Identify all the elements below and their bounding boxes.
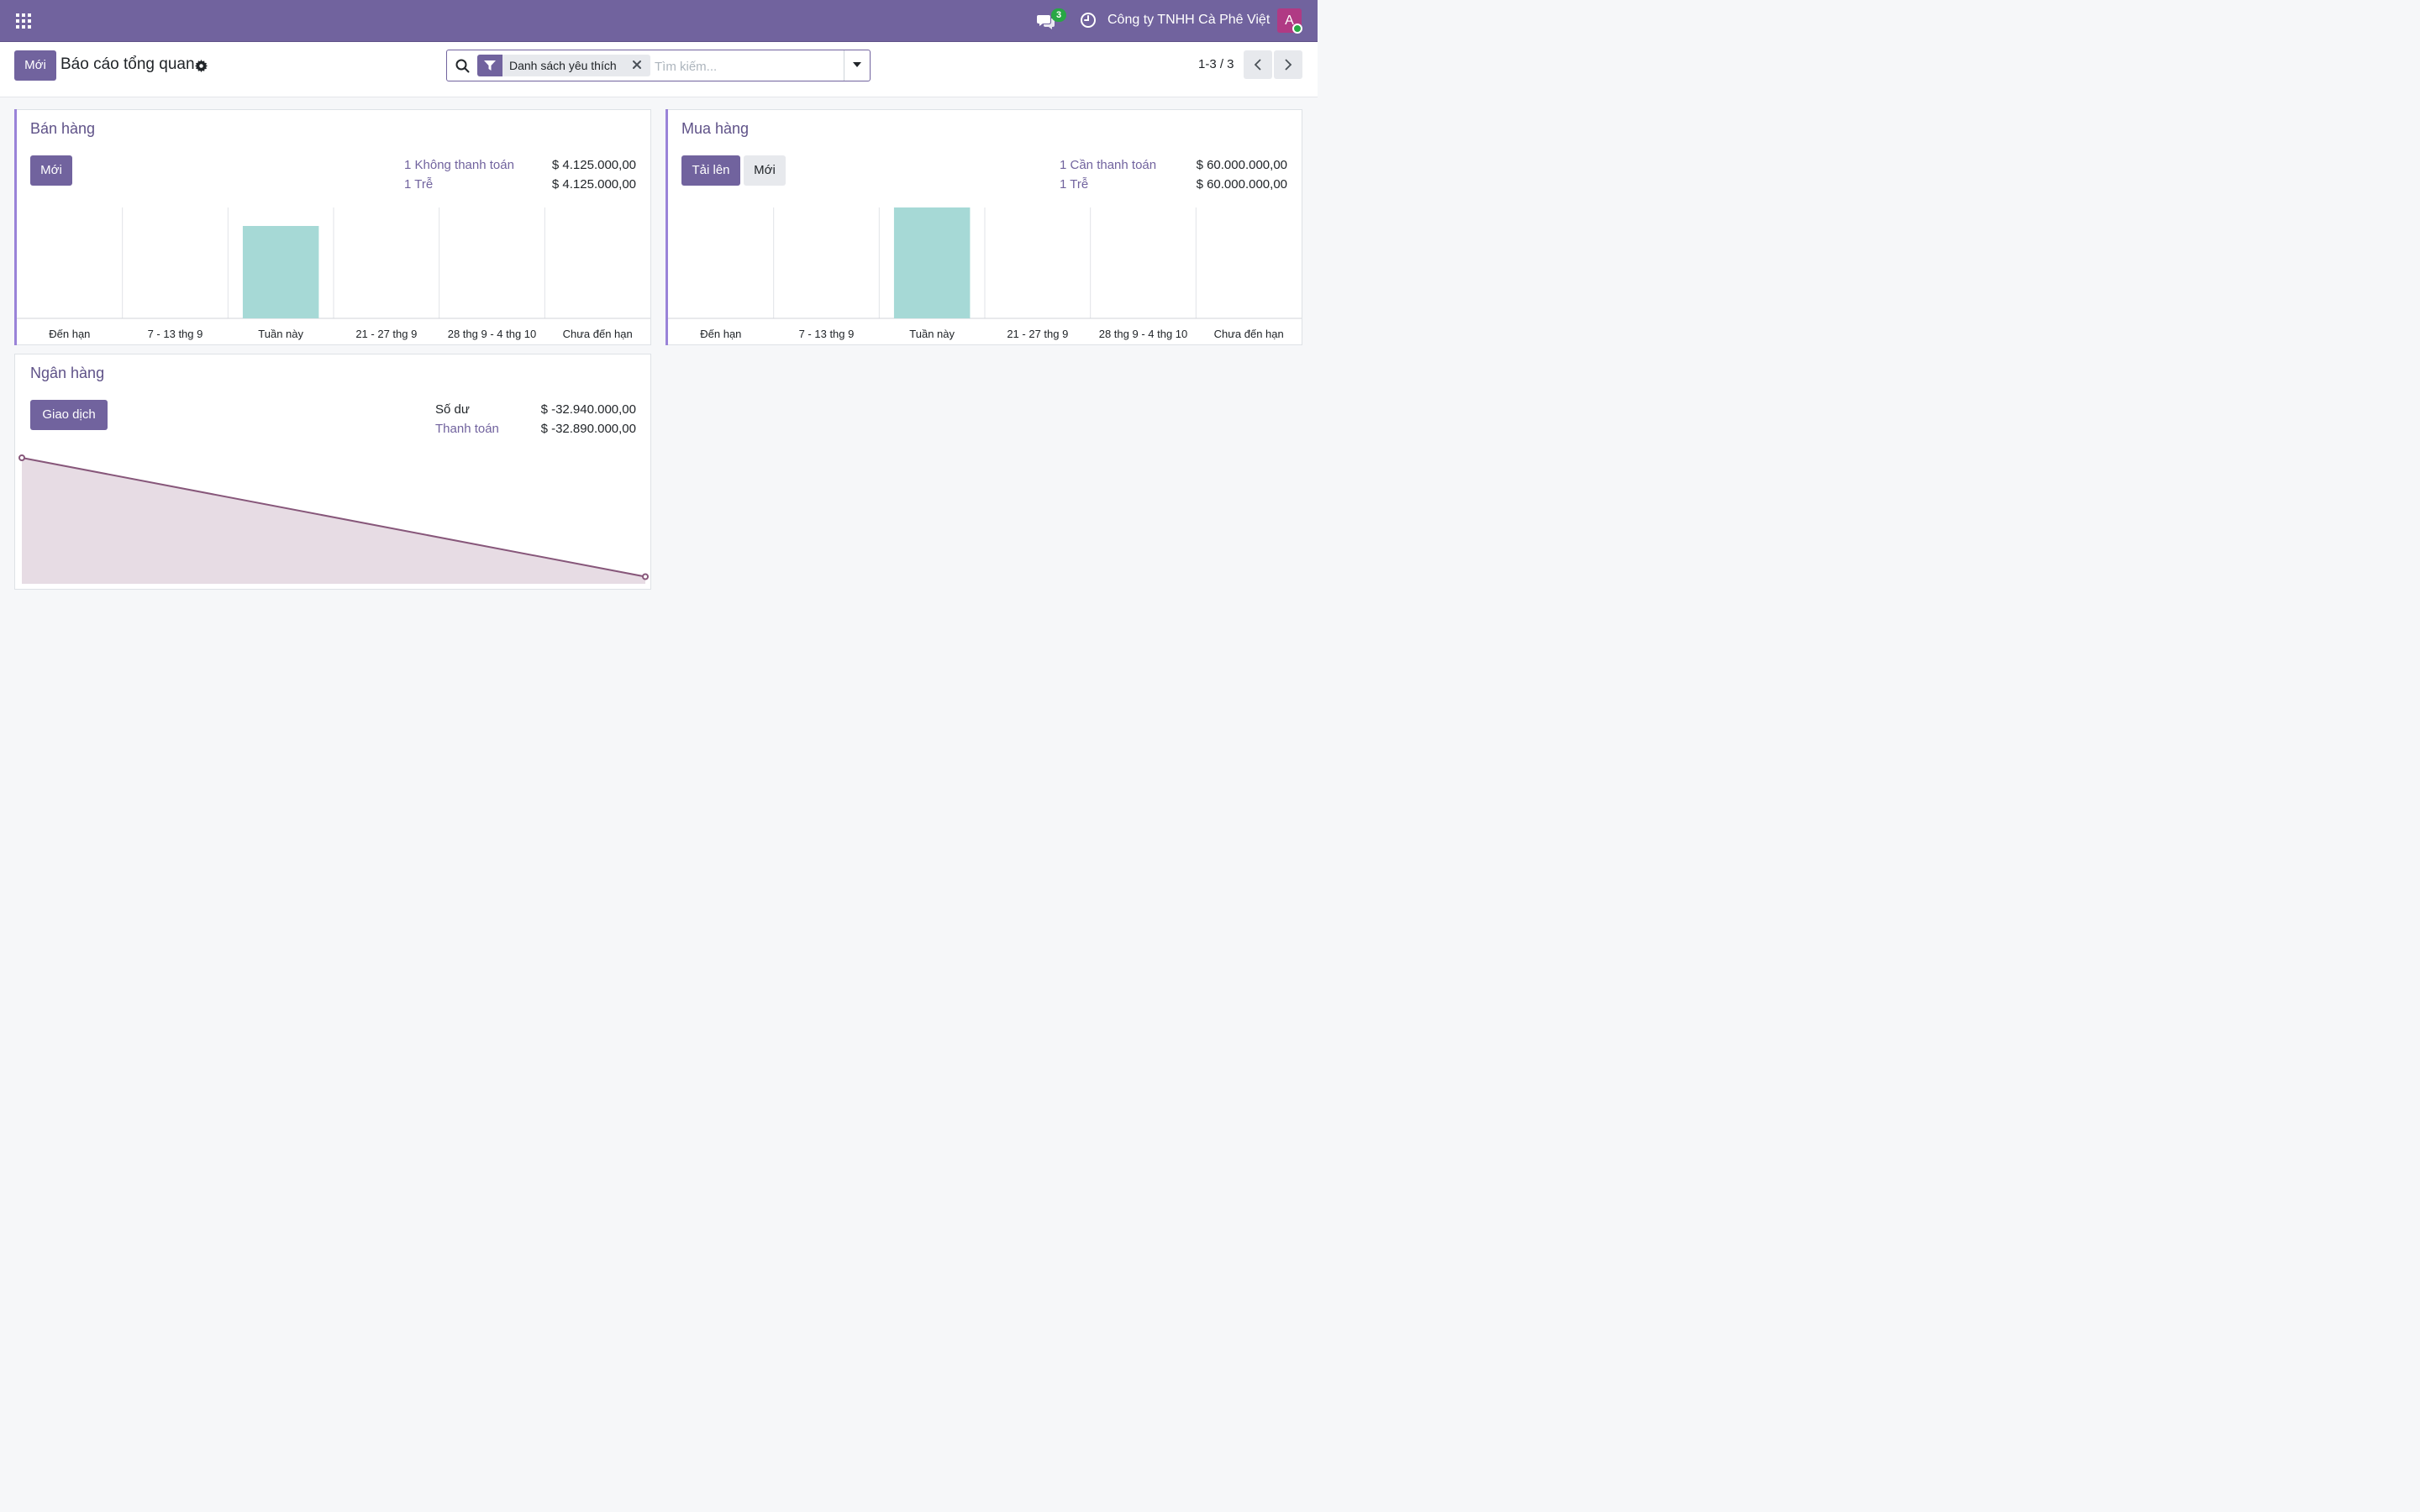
chart-x-tick-label: Đến hạn	[49, 328, 91, 340]
chart-series-line	[21, 457, 646, 578]
search-bar: Danh sách yêu thích	[446, 50, 871, 81]
chart-x-tick-label: Đến hạn	[700, 328, 742, 340]
bank-transactions-button[interactable]: Giao dịch	[30, 400, 108, 430]
sales-unpaid-link[interactable]: 1 Không thanh toán	[404, 158, 514, 172]
sales-unpaid-amount: $ 4.125.000,00	[551, 158, 636, 172]
chart-x-tick-label: 28 thg 9 - 4 thg 10	[447, 328, 537, 340]
online-status-dot	[1292, 24, 1302, 34]
chart-bar	[242, 226, 319, 318]
purchase-bar-chart[interactable]: Đến hạn 7 - 13 thg 9 Tuần này 21 - 27 thg 9…	[668, 207, 1302, 345]
chevron-left-icon	[1254, 59, 1261, 71]
search-options-toggle[interactable]	[844, 50, 871, 81]
pager-value[interactable]: 1-3 / 3	[1198, 57, 1234, 71]
new-button[interactable]: Mới	[14, 50, 56, 81]
sales-late-link[interactable]: 1 Trễ	[404, 177, 434, 192]
company-switcher[interactable]: Công ty TNHH Cà Phê Việt	[1107, 13, 1270, 27]
purchase-to-pay-link[interactable]: 1 Cần thanh toán	[1060, 158, 1157, 172]
viewport: 3 Công ty TNHH Cà Phê Việt A Mới Báo cáo…	[0, 0, 1318, 823]
purchase-new-button[interactable]: Mới	[744, 155, 786, 186]
chart-x-tick-label: Tuần này	[258, 328, 304, 340]
activity-clock-icon[interactable]	[1080, 12, 1097, 29]
chart-x-tick-label: Chưa đến hạn	[1213, 328, 1284, 340]
top-navbar: 3 Công ty TNHH Cà Phê Việt A	[0, 0, 1318, 42]
close-icon[interactable]	[631, 59, 643, 71]
pager-previous-button[interactable]	[1244, 50, 1272, 79]
bank-balance-label: Số dư	[435, 402, 470, 417]
card-accent	[14, 109, 17, 345]
bank-balance-area-chart[interactable]	[16, 447, 651, 590]
bar-chart-canvas	[668, 207, 1302, 319]
chart-x-tick-label: Chưa đến hạn	[562, 328, 633, 340]
purchase-late-amount: $ 60.000.000,00	[1196, 177, 1287, 192]
sales-card-title[interactable]: Bán hàng	[30, 120, 96, 137]
purchase-journal-card: Mua hàng Tải lên Mới 1 Cần thanh toán $ …	[666, 109, 1302, 345]
sales-new-button[interactable]: Mới	[30, 155, 72, 186]
chart-bar	[893, 207, 971, 318]
facet-label: Danh sách yêu thích	[509, 59, 617, 72]
purchase-late-link[interactable]: 1 Trễ	[1060, 177, 1089, 192]
messages-count-badge: 3	[1051, 8, 1066, 22]
user-avatar[interactable]: A	[1277, 8, 1302, 33]
page-title: Báo cáo tổng quan	[60, 55, 195, 73]
chart-point	[18, 454, 25, 461]
chart-x-tick-label: 7 - 13 thg 9	[798, 328, 855, 340]
bank-payments-amount: $ -32.890.000,00	[540, 422, 636, 436]
bank-balance-amount: $ -32.940.000,00	[540, 402, 636, 417]
app-menu-icon[interactable]	[16, 13, 31, 29]
sales-late-amount: $ 4.125.000,00	[551, 177, 636, 192]
filter-icon	[477, 55, 502, 76]
chart-x-tick-label: 7 - 13 thg 9	[147, 328, 203, 340]
card-accent	[666, 109, 668, 345]
chart-x-tick-label: 21 - 27 thg 9	[355, 328, 418, 340]
search-input[interactable]	[653, 55, 837, 77]
bar-chart-canvas	[17, 207, 650, 319]
messages-icon[interactable]	[1037, 12, 1055, 30]
purchase-to-pay-amount: $ 60.000.000,00	[1196, 158, 1287, 172]
area-chart-canvas	[18, 454, 649, 584]
search-facet: Danh sách yêu thích	[477, 55, 650, 76]
purchase-upload-button[interactable]: Tải lên	[681, 155, 740, 186]
chart-area-fill	[22, 458, 645, 584]
bank-journal-card: Ngân hàng Giao dịch Số dư $ -32.940.000,…	[14, 354, 651, 590]
chart-x-tick-label: 21 - 27 thg 9	[1007, 328, 1069, 340]
chart-x-tick-label: 28 thg 9 - 4 thg 10	[1098, 328, 1188, 340]
bank-card-title[interactable]: Ngân hàng	[30, 365, 105, 381]
search-icon	[455, 59, 470, 73]
pager-next-button[interactable]	[1274, 50, 1302, 79]
caret-down-icon	[853, 62, 861, 67]
purchase-card-title[interactable]: Mua hàng	[681, 120, 750, 137]
sales-journal-card: Bán hàng Mới 1 Không thanh toán $ 4.125.…	[14, 109, 651, 345]
gear-icon[interactable]	[195, 60, 208, 72]
chart-x-tick-label: Tuần này	[909, 328, 955, 340]
bank-payments-link[interactable]: Thanh toán	[435, 422, 499, 436]
chart-point	[642, 573, 649, 580]
chevron-right-icon	[1285, 59, 1292, 71]
sales-bar-chart[interactable]: Đến hạn 7 - 13 thg 9 Tuần này 21 - 27 thg 9…	[17, 207, 650, 345]
